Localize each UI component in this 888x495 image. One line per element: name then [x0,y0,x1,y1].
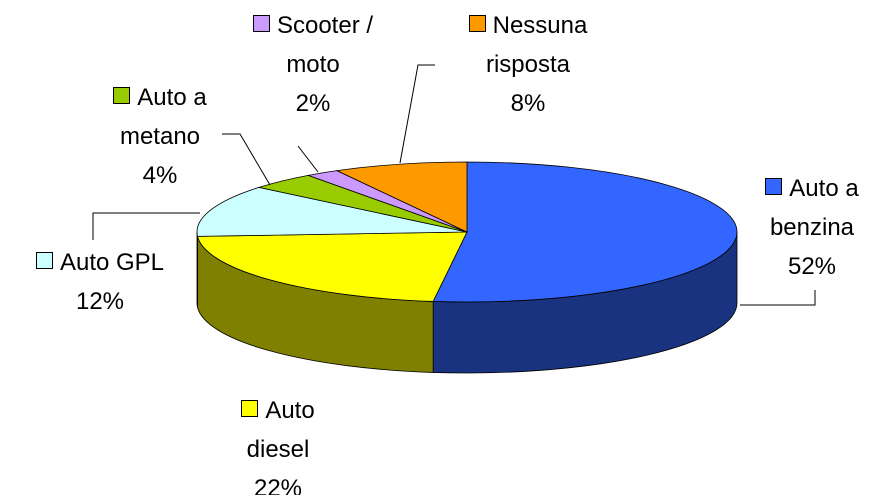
category-name: Nessuna risposta [485,12,588,78]
value-label: 12% [75,288,125,315]
value-label: 4% [142,162,178,189]
slice [432,161,738,303]
legend-key [35,252,53,269]
slice [335,161,468,233]
leader-line [297,145,319,173]
slice-label: Auto a metano 4% [98,78,223,195]
legend-key [113,87,131,104]
leader-line [399,64,435,164]
slice-label: Auto GPL 12% [10,243,190,321]
legend-key [765,178,783,195]
legend-key [241,400,259,417]
value-label: 52% [787,253,837,280]
slice-label: Auto a benzina 52% [737,169,887,286]
slice [196,186,468,237]
category-name: Scooter / moto [276,12,374,78]
value-label: 22% [253,475,303,495]
category-name: Auto a benzina [769,175,859,241]
slice [197,231,468,302]
slice-label: Scooter / moto 2% [243,6,383,123]
category-name: Auto diesel [246,397,315,463]
slice-label: Auto diesel 22% [223,391,333,495]
category-name: Auto a metano [119,84,207,150]
leader-line [740,290,816,306]
legend-key [468,15,486,32]
slice-label: Nessuna risposta 8% [461,6,596,123]
value-label: 8% [510,90,546,117]
legend-key [252,15,270,32]
slice-side [196,231,198,308]
category-name: Auto GPL [59,249,165,276]
value-label: 2% [295,90,331,117]
leader-line [222,133,271,186]
leader-line [92,212,200,240]
